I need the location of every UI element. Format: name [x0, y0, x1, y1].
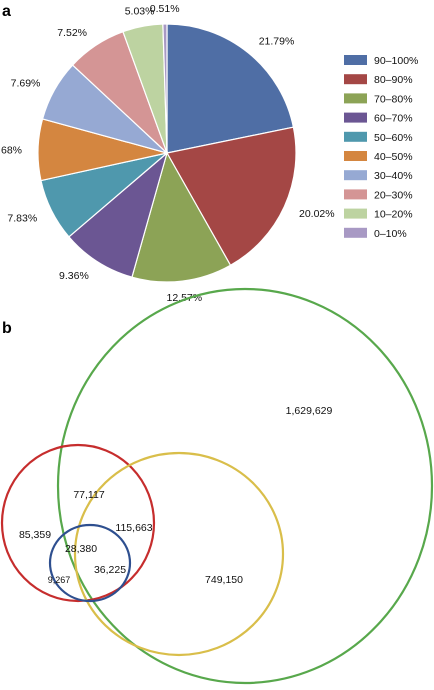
venn-region-label: 85,359 — [19, 529, 51, 541]
venn-region-label: 749,150 — [205, 574, 243, 586]
pie-legend: 90–100% 80–90% 70–80% 60–70% 50–60% 40–50% 30–… — [344, 55, 418, 240]
venn-diagram: 1,629,629 77,117 85,359 115,663 28,380 3… — [0, 287, 434, 685]
pie-slice-label: 21.79% — [259, 36, 295, 48]
venn-region-label: 28,380 — [65, 543, 97, 555]
legend-label: 40–50% — [374, 151, 413, 163]
venn-region-label: 1,629,629 — [286, 405, 333, 417]
legend-swatch — [344, 55, 367, 65]
pie-slice-label: 9.36% — [59, 270, 89, 282]
pie-chart — [37, 23, 297, 283]
legend-swatch — [344, 227, 367, 238]
legend-swatch — [344, 74, 367, 85]
pie-slice-label: 5.03% — [125, 6, 155, 18]
legend-swatch — [344, 189, 367, 200]
legend-label: 80–90% — [374, 74, 413, 86]
pie-slice-label: 7.83% — [7, 213, 37, 225]
legend-swatch — [344, 208, 367, 219]
pie-slice-label: 7.69% — [11, 77, 41, 89]
legend-swatch — [344, 131, 367, 142]
pie-slice-label: 20.02% — [299, 208, 335, 220]
pie-slice — [162, 23, 168, 154]
legend-swatch — [344, 151, 367, 161]
pie-slice — [166, 126, 297, 267]
legend-label: 70–80% — [374, 93, 413, 105]
venn-circle-red — [0, 443, 156, 603]
panel-a-letter: a — [2, 3, 11, 20]
venn-region-label: 36,225 — [94, 564, 126, 576]
pie-slice-label: 7.52% — [57, 27, 87, 39]
legend-label: 10–20% — [374, 209, 413, 221]
panel-b-letter: b — [2, 320, 12, 337]
legend-swatch — [344, 112, 367, 123]
legend-label: 90–100% — [374, 55, 418, 67]
legend-label: 20–30% — [374, 189, 413, 201]
legend-label: 0–10% — [374, 228, 407, 240]
pie-slice-label: 12.57% — [166, 292, 202, 304]
legend-swatch — [344, 93, 367, 104]
pie-slice-label: 0.51% — [150, 3, 180, 15]
venn-region-label: 9,267 — [48, 575, 71, 585]
venn-circle-yellow — [73, 451, 285, 657]
legend-swatch — [344, 170, 367, 181]
pie-slice-label: 7.68% — [0, 144, 22, 156]
pie-slice — [166, 23, 295, 154]
venn-circle-blue — [48, 523, 132, 603]
legend-label: 50–60% — [374, 132, 413, 144]
legend-label: 30–40% — [374, 170, 413, 182]
legend-label: 60–70% — [374, 113, 413, 125]
venn-circle-green — [56, 287, 434, 685]
pie-slice — [68, 151, 169, 278]
pie-labels: 21.79% 20.02% 12.57% 9.36% 7.83% 7.68% 7.69% 7.… — [0, 3, 335, 304]
venn-region-label: 77,117 — [73, 489, 104, 501]
pie-slice — [131, 151, 232, 283]
venn-region-label: 115,663 — [115, 522, 152, 534]
